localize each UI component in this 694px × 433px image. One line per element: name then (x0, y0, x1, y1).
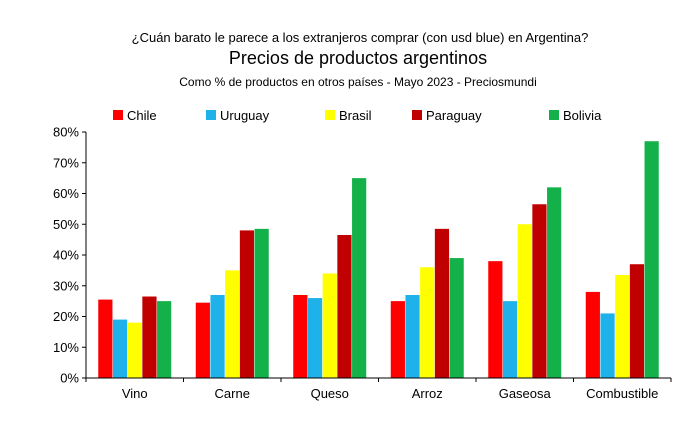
bar-carne-uruguay (210, 294, 225, 378)
x-tick-label: Arroz (412, 386, 443, 401)
bar-arroz-bolivia (449, 258, 464, 378)
legend-swatch-4 (412, 110, 422, 120)
legend-label-5: Bolivia (563, 108, 602, 123)
bar-queso-brasil (322, 273, 337, 378)
x-axis: Vino Carne Queso Arroz Gaseosa Combustible (85, 377, 672, 401)
bar-arroz-brasil (420, 267, 435, 378)
bar-gaseosa-brasil (517, 224, 532, 378)
legend-label-1: Chile (127, 108, 157, 123)
x-tick-label: Carne (215, 386, 250, 401)
bar-combustible-bolivia (644, 141, 659, 378)
chart-title: Precios de productos argentinos (229, 48, 487, 68)
legend-label-2: Uruguay (220, 108, 270, 123)
bar-arroz-chile (390, 301, 405, 379)
bar-gaseosa-uruguay (502, 301, 518, 379)
x-tick-label: Queso (311, 386, 349, 401)
legend-swatch-3 (325, 110, 335, 120)
y-tick-label: 60% (53, 186, 79, 201)
y-tick-label: 80% (53, 125, 79, 140)
legend-swatch-2 (206, 110, 216, 120)
x-tick-label: Combustible (586, 386, 658, 401)
y-tick-label: 20% (53, 309, 79, 324)
legend-label-4: Paraguay (426, 108, 482, 123)
x-tick-label: Gaseosa (499, 386, 552, 401)
bar-queso-chile (293, 294, 308, 378)
bar-carne-bolivia (254, 228, 269, 378)
x-tick-label: Vino (122, 386, 148, 401)
bar-combustible-brasil (615, 274, 630, 378)
bar-combustible-uruguay (600, 313, 615, 378)
bar-vino-paraguay (142, 296, 157, 378)
bar-queso-paraguay (337, 235, 352, 378)
bar-combustible-paraguay (629, 264, 645, 378)
y-tick-label: 10% (53, 340, 79, 355)
bar-arroz-uruguay (405, 294, 420, 378)
bar-vino-bolivia (157, 301, 172, 379)
bar-carne-chile (195, 302, 210, 378)
y-tick-label: 50% (53, 217, 79, 232)
bar-gaseosa-chile (488, 261, 503, 378)
legend-label-3: Brasil (339, 108, 372, 123)
y-tick-label: 30% (53, 278, 79, 293)
y-tick-label: 0% (60, 371, 79, 386)
bar-carne-paraguay (239, 230, 255, 378)
y-tick-label: 40% (53, 248, 79, 263)
bar-queso-uruguay (307, 298, 323, 378)
bar-vino-brasil (127, 322, 142, 378)
chart-subtitle: Como % de productos en otros países - Ma… (179, 75, 537, 89)
bars (98, 141, 659, 379)
y-tick-label: 70% (53, 155, 79, 170)
bar-carne-brasil (225, 270, 240, 379)
bar-vino-uruguay (112, 319, 128, 378)
legend-swatch-5 (549, 110, 559, 120)
y-axis: 0% 10% 20% 30% 40% 50% 60% 70% 80% (53, 125, 87, 386)
bar-vino-chile (98, 299, 113, 378)
chart-supertitle: ¿Cuán barato le parece a los extranjeros… (132, 30, 589, 45)
legend-swatch-1 (113, 110, 123, 120)
bar-queso-bolivia (352, 178, 367, 379)
legend: Chile Uruguay Brasil Paraguay Bolivia (113, 108, 602, 123)
bar-combustible-chile (585, 291, 600, 378)
bar-gaseosa-paraguay (532, 204, 547, 378)
bar-gaseosa-bolivia (547, 187, 562, 378)
bar-arroz-paraguay (434, 228, 450, 378)
